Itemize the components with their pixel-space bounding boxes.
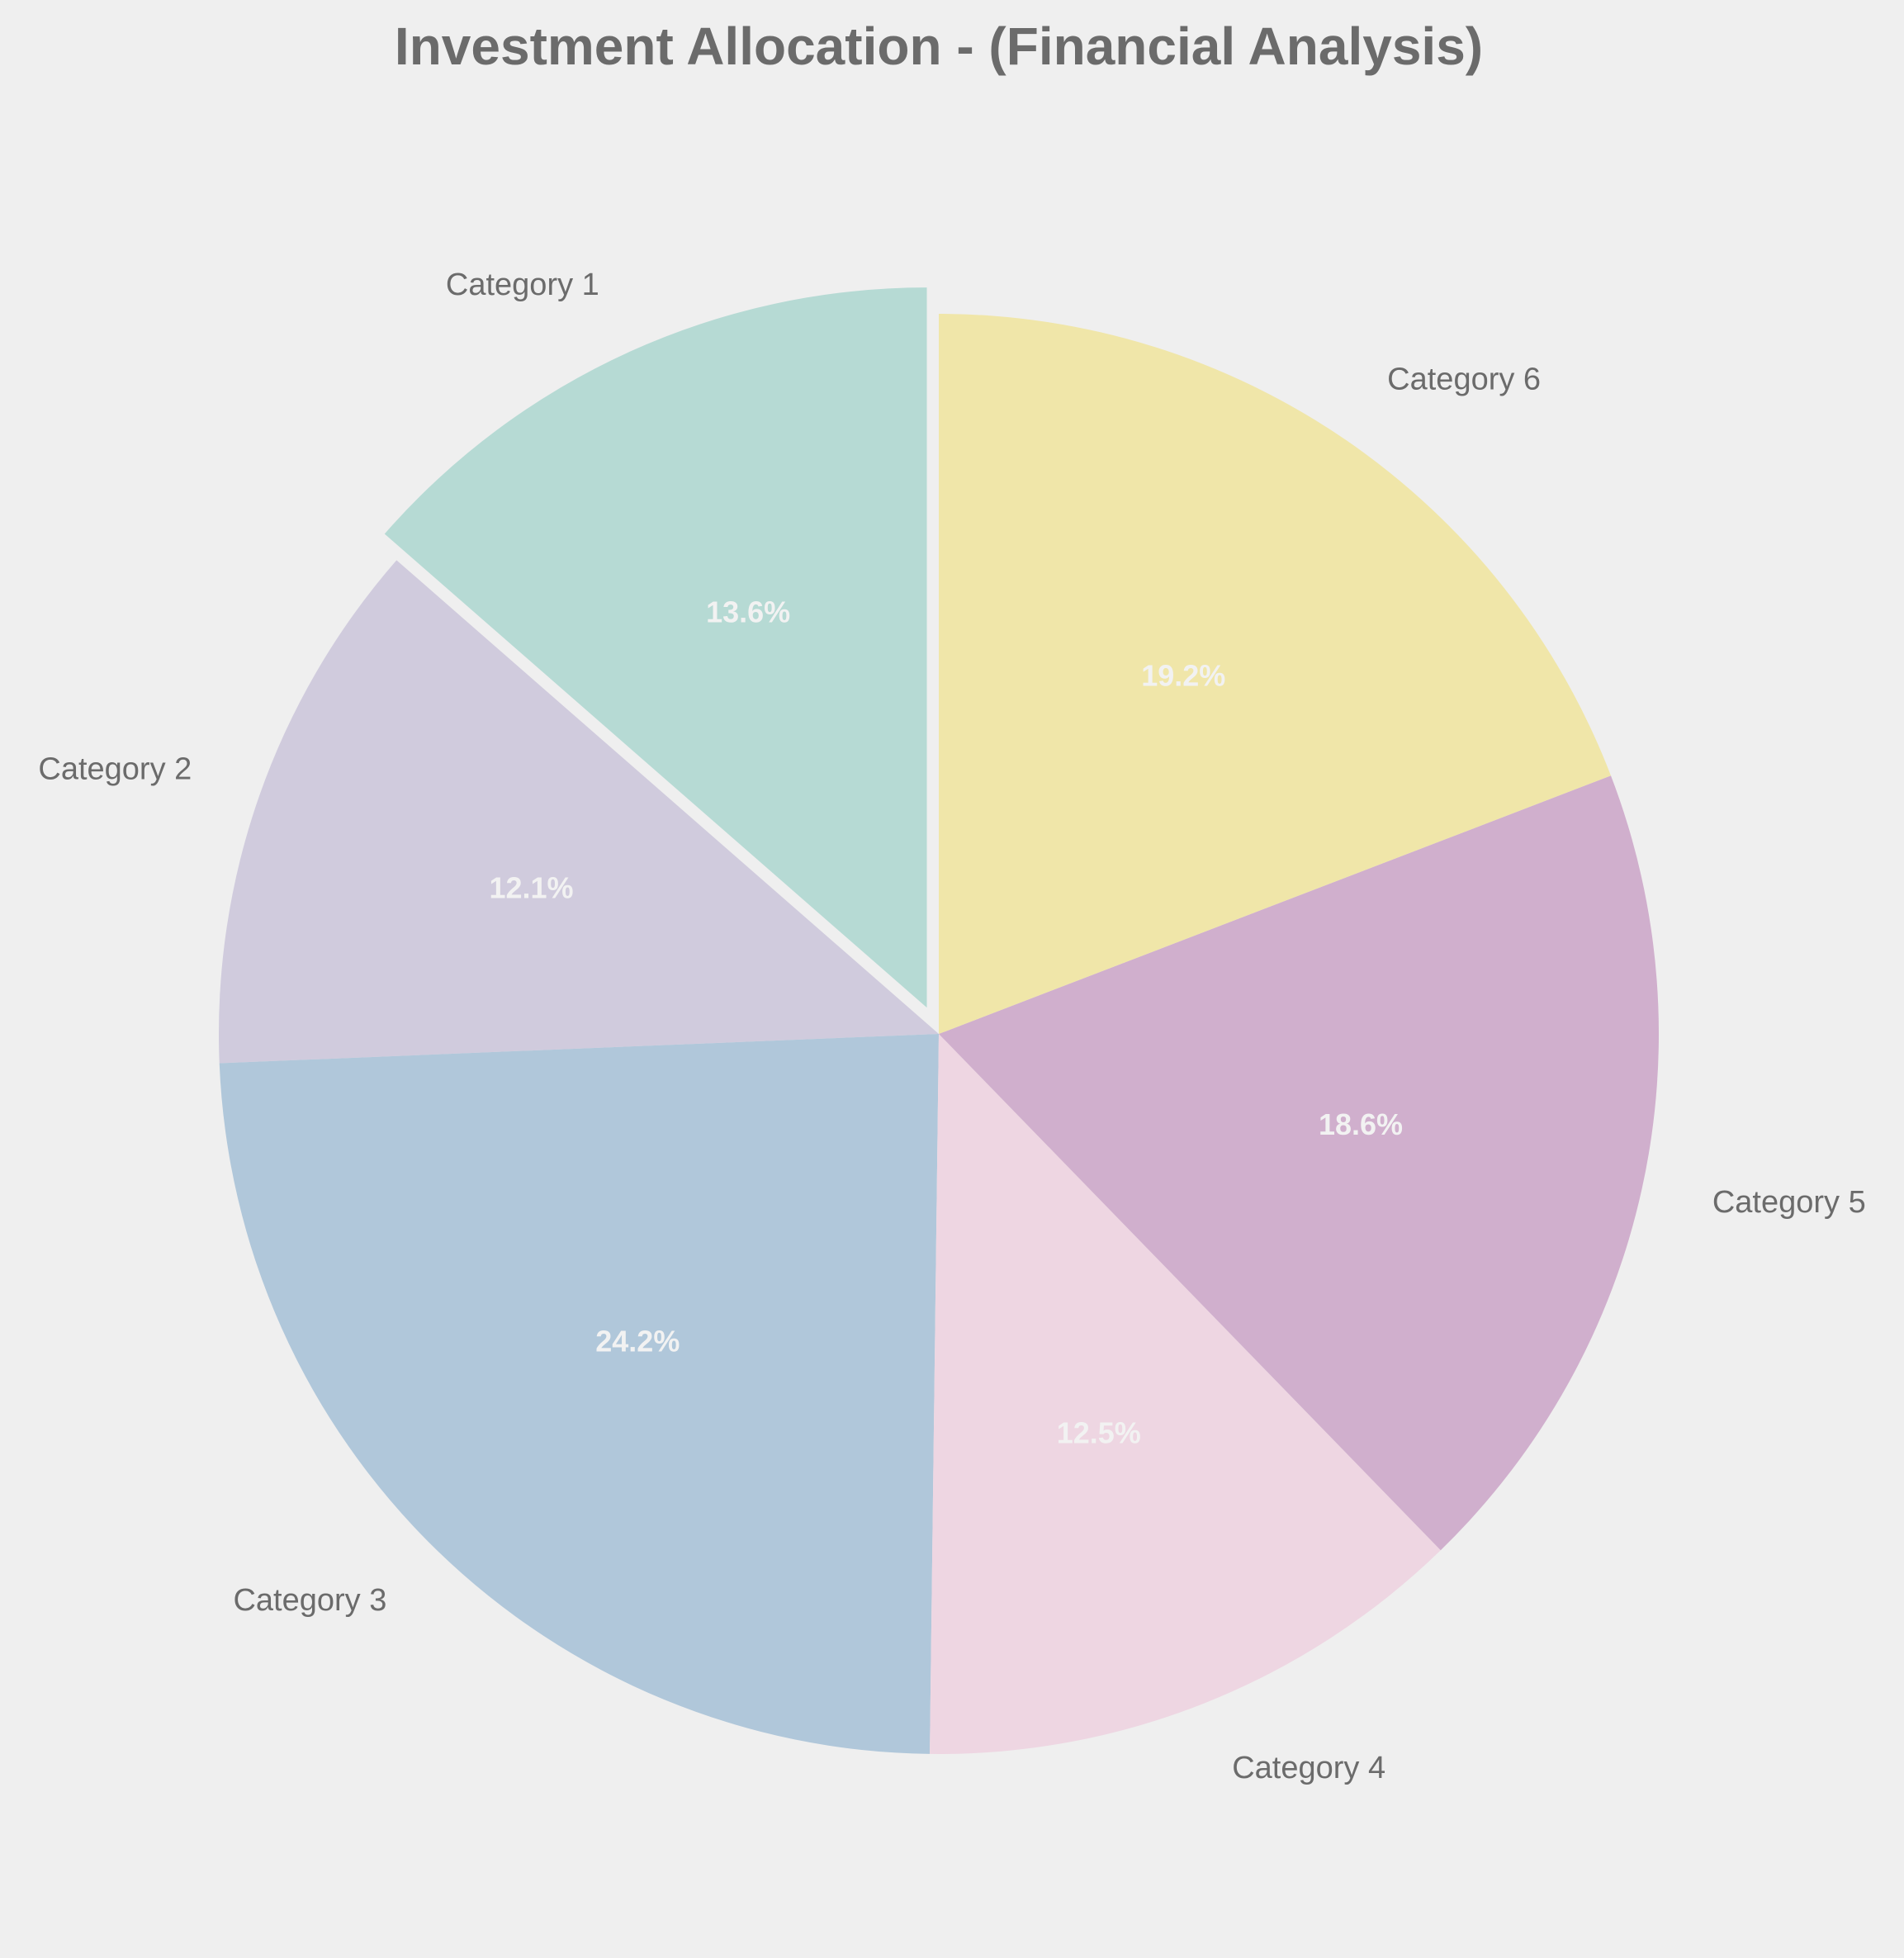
pie-slice-3 [219, 1034, 939, 1754]
pie-slice-6 [939, 314, 1611, 1034]
pie-slice-5 [939, 775, 1659, 1551]
slice-percent-3: 24.2% [595, 1325, 680, 1358]
slice-label-4: Category 4 [1232, 1751, 1385, 1785]
slice-label-1: Category 1 [446, 268, 599, 302]
slice-percent-6: 19.2% [1141, 658, 1225, 692]
slice-percent-5: 18.6% [1319, 1107, 1403, 1141]
slice-percent-2: 12.1% [489, 871, 573, 905]
slice-label-2: Category 2 [38, 751, 192, 786]
chart-title: Investment Allocation - (Financial Analy… [395, 17, 1483, 76]
slice-label-6: Category 6 [1387, 362, 1541, 396]
pie-labels: Category 1 13.6% Category 2 12.1% Category 3… [38, 268, 1865, 1785]
pie-slice-1 [384, 287, 927, 1008]
slice-percent-1: 13.6% [706, 595, 790, 628]
pie-slice-2 [219, 560, 940, 1064]
slice-label-5: Category 5 [1712, 1185, 1866, 1220]
pie-slices [219, 287, 1659, 1754]
slice-percent-4: 12.5% [1057, 1416, 1141, 1450]
slice-label-3: Category 3 [233, 1583, 386, 1618]
pie-slice-4 [930, 1034, 1441, 1754]
